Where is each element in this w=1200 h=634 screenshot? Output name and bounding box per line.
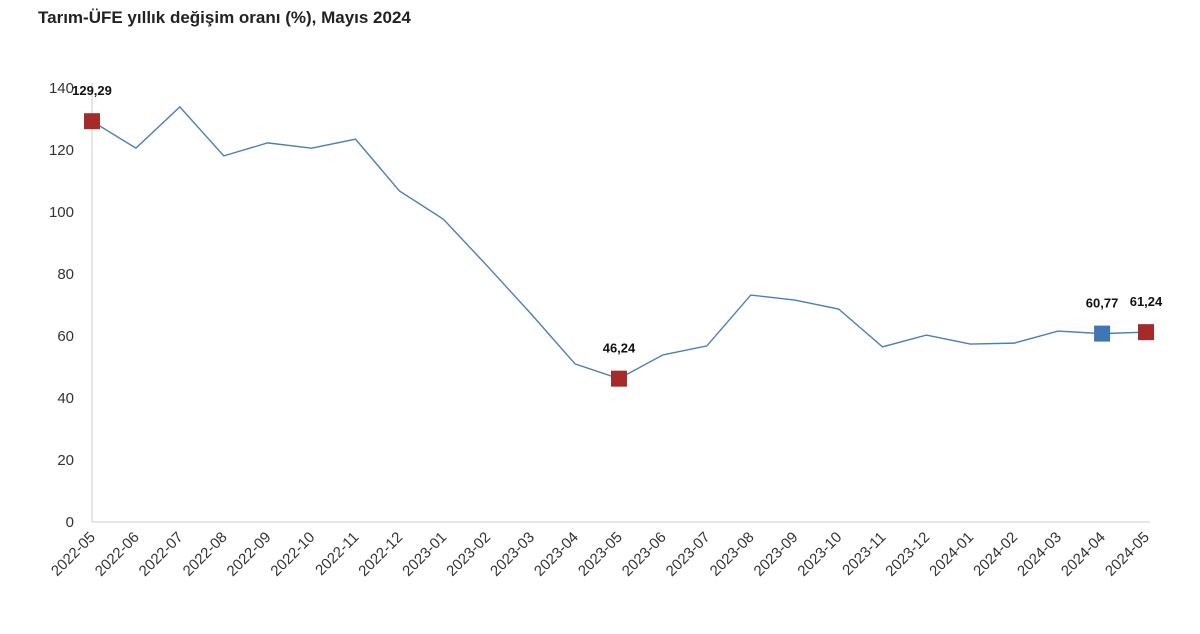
x-tick-label: 2023-03	[487, 529, 538, 580]
x-tick-label: 2024-03	[1014, 529, 1065, 580]
data-point-marker	[611, 370, 627, 387]
series-line	[91, 105, 1147, 380]
x-tick-label: 2024-01	[926, 529, 977, 580]
x-tick-label: 2023-10	[794, 529, 845, 580]
y-tick-label: 120	[49, 142, 74, 159]
x-tick-label: 2023-07	[663, 529, 714, 580]
y-tick-label: 0	[66, 514, 74, 531]
y-tick-label: 40	[57, 390, 74, 407]
data-point-marker	[1094, 325, 1111, 342]
chart-title: Tarım-ÜFE yıllık değişim oranı (%), Mayı…	[38, 8, 411, 27]
x-tick-label: 2022-09	[224, 529, 275, 580]
y-tick-label: 140	[49, 80, 74, 97]
x-tick-label: 2023-08	[707, 529, 758, 580]
x-tick-label: 2022-12	[355, 529, 406, 580]
x-tick-label: 2024-02	[970, 529, 1021, 580]
x-tick-label: 2023-04	[531, 529, 582, 580]
x-tick-label: 2023-12	[882, 529, 933, 580]
x-tick-label: 2022-08	[180, 529, 231, 580]
x-tick-label: 2023-05	[575, 529, 626, 580]
x-tick-label: 2023-09	[751, 529, 802, 580]
data-label: 61,24	[1130, 294, 1163, 309]
x-tick-label: 2023-11	[839, 529, 889, 579]
y-tick-label: 100	[49, 204, 74, 221]
x-tick-label: 2023-02	[443, 529, 494, 580]
x-tick-label: 2024-05	[1102, 529, 1153, 580]
x-tick-label: 2022-10	[267, 529, 318, 580]
y-tick-label: 20	[57, 452, 74, 469]
data-label: 46,24	[603, 341, 636, 356]
x-tick-label: 2024-04	[1058, 529, 1109, 580]
y-tick-label: 80	[57, 266, 74, 283]
x-tick-label: 2023-06	[619, 529, 670, 580]
x-tick-label: 2022-06	[92, 529, 143, 580]
data-label: 60,77	[1086, 296, 1119, 311]
x-tick-label: 2022-11	[312, 529, 362, 579]
data-label: 129,29	[72, 83, 112, 98]
data-point-marker	[84, 113, 100, 130]
data-point-marker	[1138, 324, 1154, 341]
x-tick-label: 2023-01	[399, 529, 450, 580]
x-tick-label: 2022-07	[136, 529, 187, 580]
x-tick-label: 2022-05	[48, 529, 99, 580]
y-tick-label: 60	[57, 328, 74, 345]
